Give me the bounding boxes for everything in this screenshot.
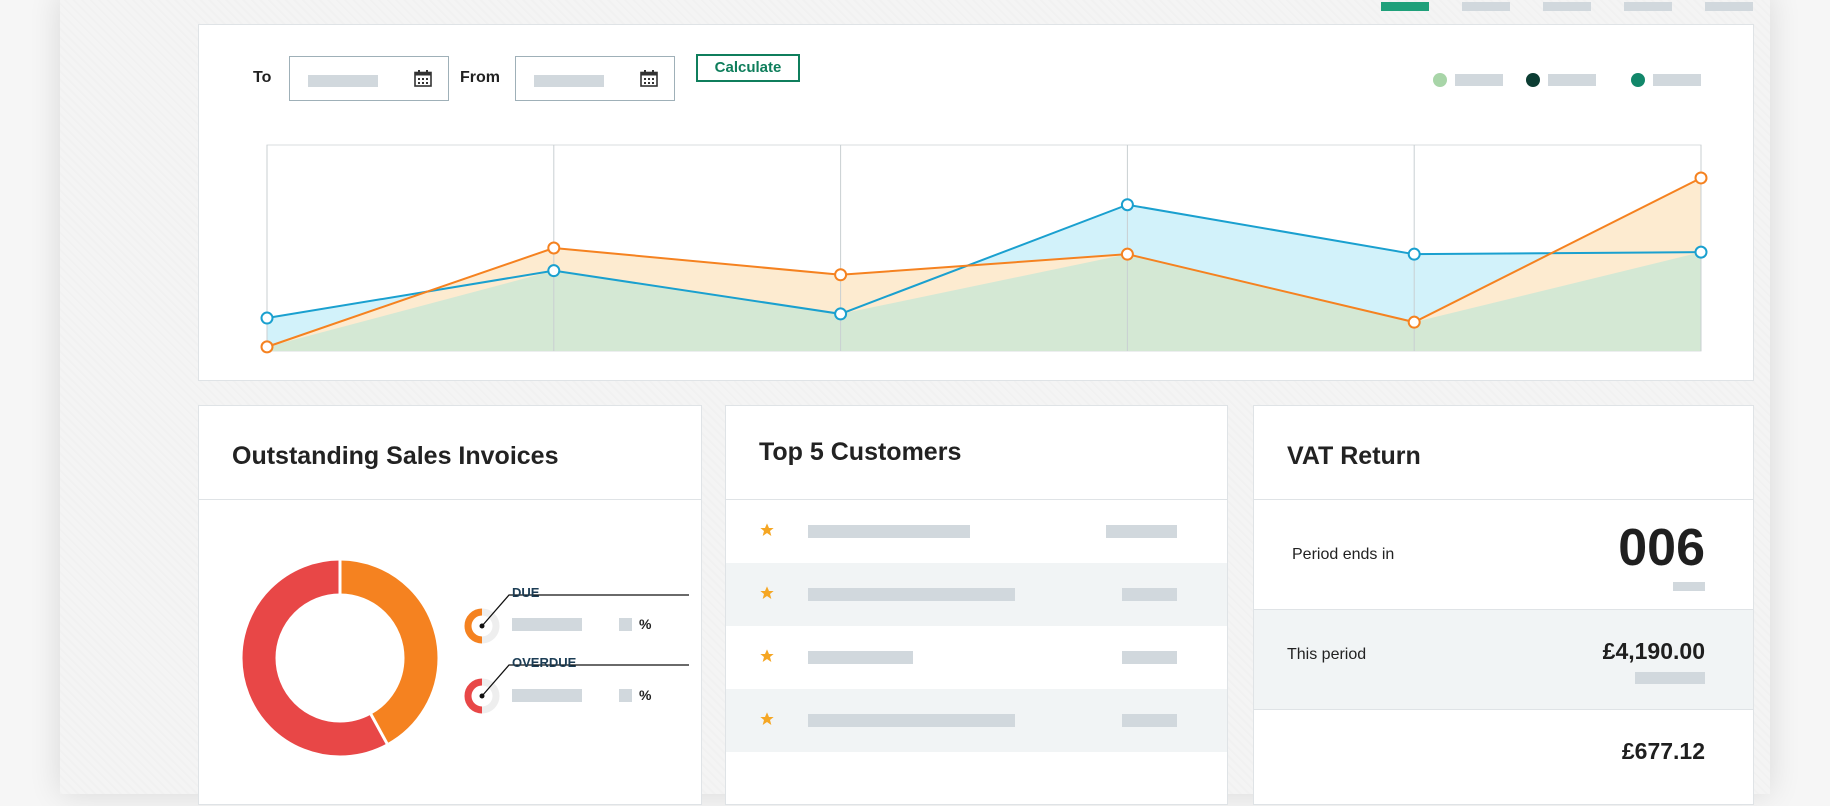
legend-dot bbox=[1526, 73, 1540, 87]
customer-amount bbox=[1122, 714, 1177, 727]
customer-name bbox=[808, 714, 1015, 727]
tab-4[interactable] bbox=[1624, 2, 1672, 11]
series-2-point bbox=[1694, 171, 1708, 185]
divider bbox=[199, 499, 701, 500]
series-2-point bbox=[260, 340, 274, 354]
divider bbox=[1254, 499, 1753, 500]
calendar-icon[interactable] bbox=[640, 70, 658, 87]
series-1-point bbox=[834, 307, 848, 321]
series-2-point bbox=[1407, 315, 1421, 329]
line-chart bbox=[260, 144, 1708, 354]
overdue-leader-line bbox=[481, 664, 689, 697]
divider bbox=[726, 499, 1227, 500]
series-2-point bbox=[834, 268, 848, 282]
period-ends-value: 006 bbox=[1618, 519, 1705, 577]
customer-row[interactable] bbox=[726, 689, 1227, 752]
overdue-amount bbox=[512, 689, 582, 702]
tab-2[interactable] bbox=[1462, 2, 1510, 11]
invoice-donut-chart bbox=[242, 560, 438, 756]
customer-row[interactable] bbox=[726, 626, 1227, 689]
customer-amount bbox=[1106, 525, 1177, 538]
series-2-point bbox=[1120, 247, 1134, 261]
to-label: To bbox=[253, 69, 272, 86]
card-title: Outstanding Sales Invoices bbox=[232, 442, 559, 470]
star-icon bbox=[760, 649, 774, 662]
to-date-placeholder bbox=[308, 75, 378, 87]
legend-label bbox=[1548, 74, 1596, 86]
overdue-label: OVERDUE bbox=[512, 655, 577, 670]
overlap-area bbox=[267, 252, 1701, 351]
calculate-button[interactable]: Calculate bbox=[696, 54, 800, 82]
period-ends-section: Period ends in 006 bbox=[1254, 500, 1753, 609]
tab-5[interactable] bbox=[1705, 2, 1753, 11]
customer-name bbox=[808, 651, 913, 664]
legend-dot bbox=[1631, 73, 1645, 87]
donut-separator bbox=[369, 712, 389, 746]
period-ends-label: Period ends in bbox=[1292, 546, 1395, 563]
from-date-placeholder bbox=[534, 75, 604, 87]
tab-1[interactable] bbox=[1381, 2, 1429, 11]
series-1-point bbox=[260, 311, 274, 325]
legend-dot bbox=[1433, 73, 1447, 87]
card-title: VAT Return bbox=[1287, 442, 1421, 470]
overdue-percent-sign: % bbox=[639, 687, 652, 703]
series-2-line bbox=[266, 177, 1702, 348]
due-leader-line bbox=[481, 594, 689, 627]
period-unit bbox=[1673, 582, 1705, 591]
customer-row[interactable] bbox=[726, 563, 1227, 626]
series-1-point bbox=[1407, 247, 1421, 261]
series-1-point bbox=[547, 264, 561, 278]
this-period-sub bbox=[1635, 672, 1705, 684]
this-period-section: This period £4,190.00 bbox=[1254, 610, 1753, 709]
next-period-value: £677.12 bbox=[1621, 738, 1705, 764]
app-window: To From Calculate bbox=[60, 0, 1770, 805]
to-date-input[interactable] bbox=[289, 56, 449, 101]
vat-return-card: VAT Return Period ends in 006 This perio… bbox=[1253, 405, 1754, 805]
calendar-icon[interactable] bbox=[414, 70, 432, 87]
due-amount bbox=[512, 618, 582, 631]
star-icon bbox=[760, 523, 774, 536]
star-icon bbox=[760, 586, 774, 599]
series-1-point bbox=[1120, 198, 1134, 212]
next-period-section: £677.12 bbox=[1254, 710, 1753, 806]
legend-label bbox=[1455, 74, 1503, 86]
series-2-point bbox=[547, 241, 561, 255]
tab-3[interactable] bbox=[1543, 2, 1591, 11]
overdue-percent-value bbox=[619, 689, 632, 702]
this-period-label: This period bbox=[1287, 646, 1367, 663]
card-title: Top 5 Customers bbox=[759, 438, 962, 466]
due-percent-sign: % bbox=[639, 616, 652, 632]
due-label: DUE bbox=[512, 585, 540, 600]
series-1-line bbox=[266, 203, 1702, 320]
customer-amount bbox=[1122, 588, 1177, 601]
from-label: From bbox=[460, 69, 500, 86]
divider bbox=[1254, 609, 1753, 610]
chart-panel: To From Calculate bbox=[198, 24, 1754, 381]
star-icon bbox=[760, 712, 774, 725]
customer-amount bbox=[1122, 651, 1177, 664]
due-percent-value bbox=[619, 618, 632, 631]
top-customers-card: Top 5 Customers bbox=[725, 405, 1228, 805]
legend-label bbox=[1653, 74, 1701, 86]
customer-row[interactable] bbox=[726, 500, 1227, 563]
customer-name bbox=[808, 525, 970, 538]
outstanding-invoices-card: Outstanding Sales Invoices DUE % OVERDUE… bbox=[198, 405, 702, 805]
from-date-input[interactable] bbox=[515, 56, 675, 101]
series-1-point bbox=[1694, 245, 1708, 259]
this-period-value: £4,190.00 bbox=[1602, 638, 1705, 664]
divider bbox=[1254, 709, 1753, 710]
customer-name bbox=[808, 588, 1015, 601]
